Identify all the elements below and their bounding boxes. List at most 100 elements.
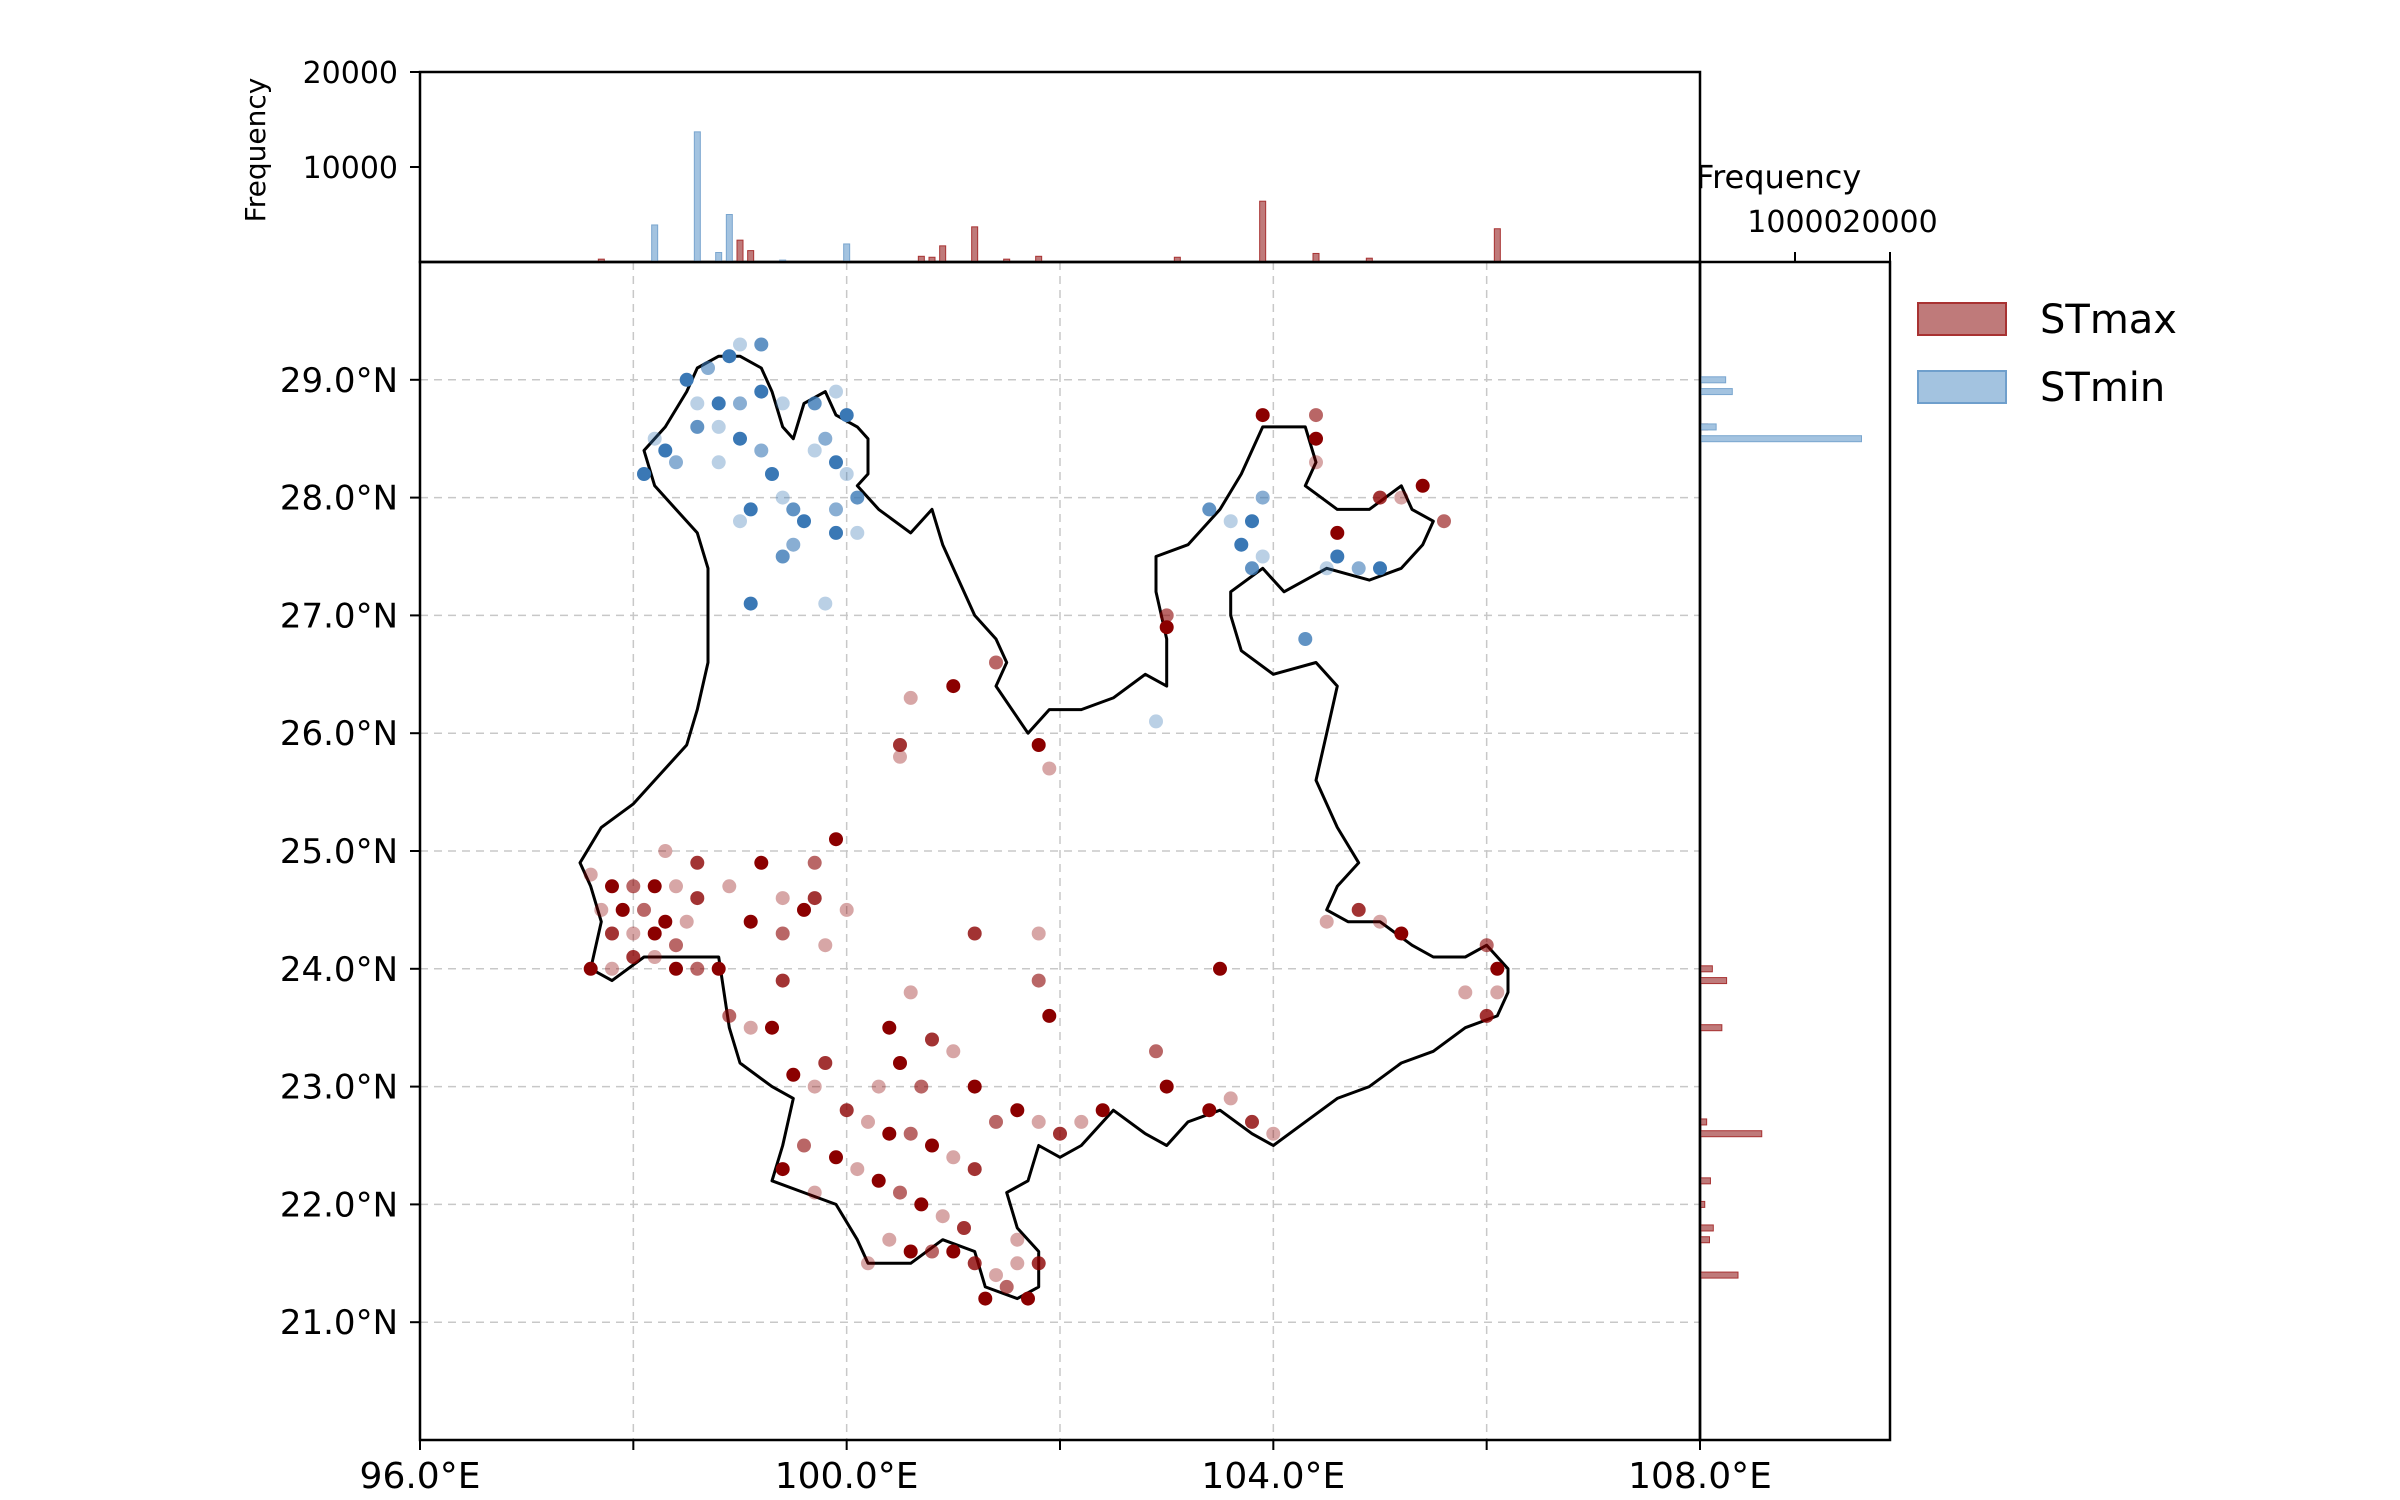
STmin-point: [754, 384, 769, 399]
STmin-point: [1245, 561, 1259, 576]
STmax-point: [807, 855, 822, 870]
top-hist-bar-STmax: [971, 226, 979, 263]
STmax-point: [743, 914, 758, 929]
right-hist-bar-STmax: [1699, 1271, 1739, 1279]
STmax-point: [946, 679, 961, 694]
STmax-point: [754, 855, 769, 870]
STmax-point: [1490, 985, 1505, 1000]
STmax-point: [882, 1126, 897, 1141]
STmax-point: [605, 926, 619, 941]
STmin-point: [711, 455, 726, 470]
STmax-point: [669, 938, 683, 953]
right-hist-bar-STmin: [1699, 376, 1727, 384]
right-hist-bar-STmin: [1699, 435, 1862, 443]
STmax-point: [1330, 525, 1345, 540]
top-hist-bar-STmax: [1312, 252, 1320, 263]
STmax-point: [1010, 1103, 1025, 1118]
STmax-point: [626, 926, 641, 941]
y-tick-label: 29.0°N: [280, 361, 398, 401]
STmin-point: [1234, 537, 1249, 552]
STmin-point: [1255, 490, 1270, 505]
STmax-point: [1053, 1126, 1067, 1141]
STmax-point: [679, 914, 694, 929]
STmax-point: [1042, 1008, 1057, 1023]
x-tick-label: 96.0°E: [360, 1456, 481, 1497]
STmax-point: [605, 961, 619, 976]
series-STmin: [637, 337, 1387, 729]
STmin-point: [839, 467, 854, 481]
STmax-point: [690, 891, 705, 906]
top-hist-bar-STmax: [736, 239, 744, 263]
STmin-point: [1223, 514, 1238, 529]
STmin-point: [722, 349, 737, 364]
STmin-point: [647, 431, 662, 446]
STmax-point: [1394, 926, 1409, 941]
STmax-point: [903, 690, 918, 705]
STmax-point: [1074, 1114, 1089, 1129]
right-hist-bar-STmax: [1699, 1236, 1710, 1244]
STmax-point: [626, 879, 641, 894]
STmax-point: [722, 879, 737, 894]
top-hist-bar-STmin: [693, 131, 701, 263]
STmax-point: [871, 1173, 886, 1188]
STmax-point: [989, 655, 1003, 670]
right-hist-bar-STmax: [1699, 965, 1713, 973]
STmax-point: [775, 973, 790, 988]
STmax-point: [925, 1138, 939, 1153]
STmax-point: [1031, 1114, 1046, 1129]
map-grid: [420, 262, 1700, 1440]
STmin-point: [1298, 632, 1313, 646]
right-hist-bar-STmax: [1699, 1224, 1714, 1232]
STmin-point: [701, 361, 715, 375]
STmax-point: [935, 1209, 950, 1224]
top-hist-bar-STmax: [747, 250, 755, 263]
province-border: [578, 354, 1510, 1301]
STmin-point: [775, 490, 790, 505]
STmin-point: [786, 502, 801, 517]
STmin-point: [669, 455, 683, 470]
STmax-point: [818, 938, 833, 953]
STmax-point: [658, 914, 673, 929]
STmin-point: [1373, 561, 1387, 576]
STmax-point: [967, 1079, 982, 1094]
STmax-point: [893, 1056, 907, 1070]
STmax-point: [1159, 1079, 1174, 1094]
STmax-point: [1351, 902, 1366, 917]
STmax-point: [786, 1067, 801, 1082]
y-tick-label: 28.0°N: [280, 479, 398, 519]
STmax-point: [839, 1103, 854, 1118]
STmax-point: [1437, 514, 1451, 529]
top-histogram-bars: [597, 131, 1501, 263]
STmax-point: [1042, 761, 1057, 776]
legend-label-STmax: STmax: [2040, 297, 2177, 343]
top-hist-bar-STmin: [725, 214, 733, 263]
STmax-point: [946, 1150, 961, 1165]
top-histogram-y-label: Frequency: [239, 78, 272, 223]
STmax-point: [807, 1185, 822, 1200]
STmax-point: [967, 1256, 982, 1271]
STmax-point: [967, 926, 982, 941]
y-tick-label: 24.0°N: [280, 950, 398, 990]
STmax-point: [658, 844, 673, 858]
right-hist-bar-STmin: [1699, 423, 1717, 431]
map-axes: 96.0°E 100.0°E 104.0°E 108.0°E 21.0°N 22.0°N…: [280, 260, 1772, 1497]
STmax-point: [690, 961, 705, 976]
STmin-point: [829, 384, 843, 399]
STmin-point: [775, 396, 790, 411]
STmin-point: [829, 455, 843, 470]
STmax-point: [1479, 1008, 1494, 1023]
STmax-point: [669, 961, 683, 976]
top-y-tick-label: 20000: [303, 56, 398, 91]
top-hist-bar-STmin: [715, 252, 723, 263]
STmax-point: [1458, 985, 1473, 1000]
STmin-point: [690, 419, 705, 434]
STmin-point: [829, 525, 843, 540]
STmax-point: [1159, 608, 1174, 623]
STmin-point: [1319, 561, 1334, 576]
legend-swatch-STmax: [1917, 302, 2007, 336]
STmin-point: [850, 525, 865, 540]
top-histogram: 10000 20000 Frequency: [239, 56, 1702, 264]
STmax-point: [1031, 738, 1046, 752]
right-histogram-x-label: Frequency: [1696, 158, 1861, 196]
STmax-point: [1031, 926, 1046, 941]
